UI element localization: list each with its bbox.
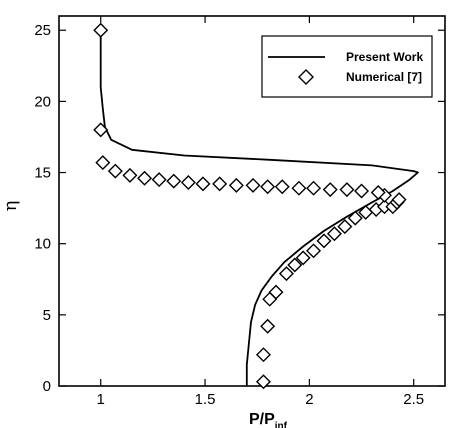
data-point-numerical bbox=[107, 163, 123, 179]
data-point-numerical bbox=[255, 374, 271, 390]
x-axis-title: P/Pinf bbox=[249, 411, 288, 428]
x-tick-label: 2 bbox=[305, 391, 313, 408]
data-point-numerical bbox=[151, 172, 167, 188]
legend-box bbox=[261, 35, 433, 98]
data-point-numerical bbox=[93, 22, 109, 38]
x-axis-title-subscript: inf bbox=[275, 421, 288, 428]
data-point-numerical bbox=[339, 182, 355, 198]
data-point-numerical bbox=[212, 176, 228, 192]
series-layer bbox=[93, 22, 419, 390]
legend-label-numerical: Numerical [7] bbox=[346, 70, 422, 84]
data-point-numerical bbox=[354, 183, 370, 199]
data-point-numerical bbox=[337, 219, 353, 235]
ticks-layer: 1 1.5 2 2.5 0 5 10 15 20 25 bbox=[34, 16, 445, 408]
data-point-numerical bbox=[347, 210, 363, 226]
y-tick-label: 20 bbox=[34, 93, 51, 110]
x-tick-label: 1.5 bbox=[195, 391, 216, 408]
data-point-numerical bbox=[122, 167, 138, 183]
legend-diamond-swatch bbox=[298, 69, 314, 85]
legend: Present Work Numerical [7] bbox=[261, 35, 433, 98]
data-point-numerical bbox=[260, 318, 276, 334]
data-point-numerical bbox=[137, 170, 153, 186]
x-axis-title-main: P/P bbox=[249, 411, 275, 428]
data-point-numerical bbox=[278, 266, 294, 282]
data-point-numerical bbox=[291, 180, 307, 196]
data-point-numerical bbox=[245, 177, 261, 193]
data-point-numerical bbox=[274, 179, 290, 195]
y-tick-label: 25 bbox=[34, 22, 51, 39]
data-point-numerical bbox=[316, 233, 332, 249]
data-point-numerical bbox=[295, 250, 311, 266]
data-point-numerical bbox=[268, 284, 284, 300]
data-point-numerical bbox=[195, 176, 211, 192]
data-point-numerical bbox=[180, 175, 196, 190]
data-point-numerical bbox=[306, 180, 322, 196]
data-point-numerical bbox=[391, 192, 407, 208]
data-point-numerical bbox=[255, 347, 271, 363]
data-point-numerical bbox=[95, 155, 111, 171]
y-tick-label: 5 bbox=[43, 307, 51, 324]
y-axis-title: η bbox=[0, 201, 21, 212]
x-tick-label: 1 bbox=[97, 391, 105, 408]
x-tick-label: 2.5 bbox=[403, 391, 424, 408]
data-point-numerical bbox=[93, 122, 109, 138]
data-point-numerical bbox=[370, 184, 386, 200]
legend-label-present-work: Present Work bbox=[346, 50, 423, 64]
data-point-numerical bbox=[228, 177, 244, 193]
plot-frame bbox=[58, 15, 446, 387]
y-tick-label: 15 bbox=[34, 165, 51, 182]
y-tick-label: 10 bbox=[34, 236, 51, 253]
data-point-numerical bbox=[166, 173, 182, 189]
data-point-numerical bbox=[287, 257, 303, 273]
data-point-numerical bbox=[326, 226, 342, 242]
data-point-numerical bbox=[306, 243, 322, 259]
data-point-numerical bbox=[260, 179, 276, 195]
data-point-numerical bbox=[322, 182, 338, 198]
y-tick-label: 0 bbox=[43, 378, 51, 395]
